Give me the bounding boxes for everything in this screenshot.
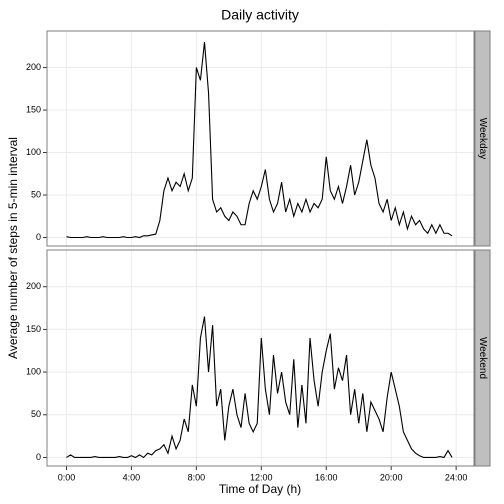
- strip: [474, 30, 491, 247]
- line: [66, 316, 453, 459]
- panel-background: [47, 31, 474, 246]
- y-tick-label: 200: [26, 62, 41, 72]
- y-tick-label: 150: [26, 104, 41, 114]
- x-tick-label: 24:00: [445, 472, 468, 482]
- y-tick-label: 100: [26, 147, 41, 157]
- y-tick-label: 50: [31, 189, 41, 199]
- x-tick-label: 20:00: [380, 472, 403, 482]
- y-tick-label: 200: [26, 281, 41, 291]
- y-tick-label: 100: [26, 366, 41, 376]
- line: [66, 41, 453, 239]
- panel-border: [46, 30, 475, 247]
- panel-border: [46, 249, 475, 467]
- y-tick-label: 0: [36, 452, 41, 462]
- x-axis-label: Time of Day (h): [219, 482, 301, 496]
- strip-label: Weekday: [477, 118, 488, 160]
- y-tick-label: 0: [36, 232, 41, 242]
- strip-label: Weekend: [477, 337, 488, 379]
- y-tick-label: 150: [26, 324, 41, 334]
- x-tick-label: 8:00: [188, 472, 206, 482]
- y-axis-label: Average number of steps in 5-min interva…: [6, 137, 20, 359]
- x-tick-label: 0:00: [58, 472, 76, 482]
- x-tick-label: 16:00: [315, 472, 338, 482]
- y-tick-label: 50: [31, 409, 41, 419]
- strip: [474, 249, 491, 467]
- chart-title: Daily activity: [221, 7, 299, 23]
- x-tick-label: 12:00: [250, 472, 273, 482]
- x-tick-label: 4:00: [123, 472, 141, 482]
